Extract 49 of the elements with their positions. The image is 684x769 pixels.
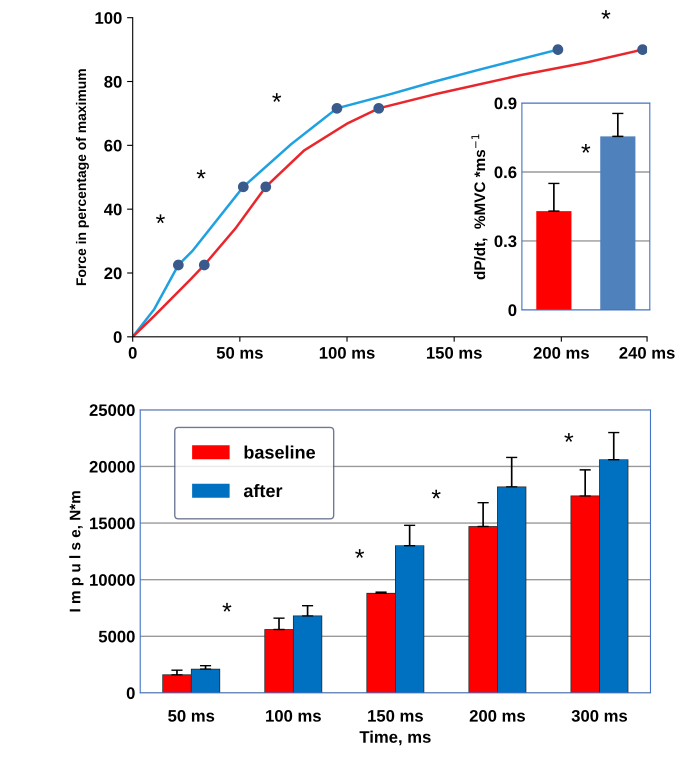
- y-tick-label: 0.6: [494, 166, 516, 178]
- legend-label: after: [244, 484, 282, 498]
- annotation: *: [222, 602, 232, 612]
- y-tick-label: 0: [126, 687, 135, 700]
- x-tick-label: 100 ms: [320, 346, 375, 359]
- x-tick-label: 200 ms: [534, 346, 589, 359]
- x-tick-label: 150 ms: [368, 710, 423, 722]
- x-tick-label: 300 ms: [572, 710, 628, 722]
- y-tick-label: 0: [508, 304, 516, 316]
- x-axis-title: Time, ms: [360, 730, 431, 746]
- annotation: *: [564, 433, 574, 442]
- y-tick-label: 10000: [90, 574, 135, 586]
- point: [637, 44, 648, 55]
- y-axis-title: I m p u l s e, N*m: [69, 491, 84, 612]
- x-tick-label: 50 ms: [216, 346, 263, 359]
- annotation: *: [196, 170, 206, 178]
- point: [332, 102, 342, 114]
- y-tick-label: 0.3: [494, 235, 516, 248]
- point: [552, 44, 564, 55]
- y-tick-label: 20: [104, 267, 122, 280]
- point: [238, 181, 249, 192]
- x-tick-label: 150 ms: [426, 346, 482, 359]
- y-tick-label: 20000: [90, 460, 135, 473]
- point: [260, 181, 272, 192]
- annotation: *: [156, 214, 165, 224]
- y-tick-label: 100: [96, 12, 122, 24]
- annotation: *: [601, 10, 610, 19]
- y-tick-label: 5000: [98, 630, 135, 642]
- annotation: *: [432, 490, 441, 498]
- annotation: *: [272, 93, 282, 102]
- x-tick-label: 200 ms: [470, 710, 525, 722]
- legend-label: baseline: [244, 445, 316, 459]
- point: [373, 102, 384, 114]
- y-tick-label: 0.9: [494, 97, 516, 110]
- y-tick-label: 60: [104, 140, 122, 152]
- y-tick-label: 40: [104, 204, 122, 216]
- y-axis-title: Force in percentage of maximum: [76, 69, 89, 286]
- y-axis-title: dP/dt, %MVC *ms$^{−1}$: [471, 134, 488, 280]
- y-tick-label: 0: [114, 331, 122, 344]
- y-tick-label: 15000: [90, 517, 135, 530]
- annotation: *: [581, 144, 590, 153]
- x-tick-label: 100 ms: [266, 710, 321, 722]
- x-tick-label: 50 ms: [168, 710, 214, 722]
- x-tick-label: 240 ms: [619, 346, 675, 359]
- y-tick-label: 80: [104, 76, 122, 88]
- annotation: *: [355, 549, 364, 558]
- point: [172, 260, 184, 270]
- point: [198, 260, 210, 270]
- y-tick-label: 25000: [90, 404, 135, 416]
